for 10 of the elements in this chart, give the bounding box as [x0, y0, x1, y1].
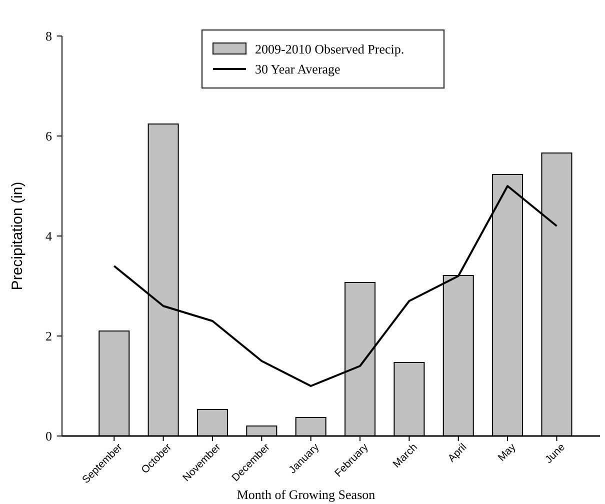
y-tick-label: 2	[46, 328, 52, 344]
y-tick-label: 8	[46, 28, 52, 44]
x-axis-title: Month of Growing Season	[236, 487, 376, 502]
x-tick-label: May	[496, 440, 519, 464]
y-tick-label: 0	[46, 428, 52, 444]
y-axis-title: Precipitation (in)	[9, 182, 26, 290]
y-tick-label: 6	[46, 128, 52, 144]
legend-label: 2009-2010 Observed Precip.	[255, 42, 404, 57]
legend-label: 30 Year Average	[255, 62, 341, 77]
y-tick-label: 4	[46, 228, 52, 244]
